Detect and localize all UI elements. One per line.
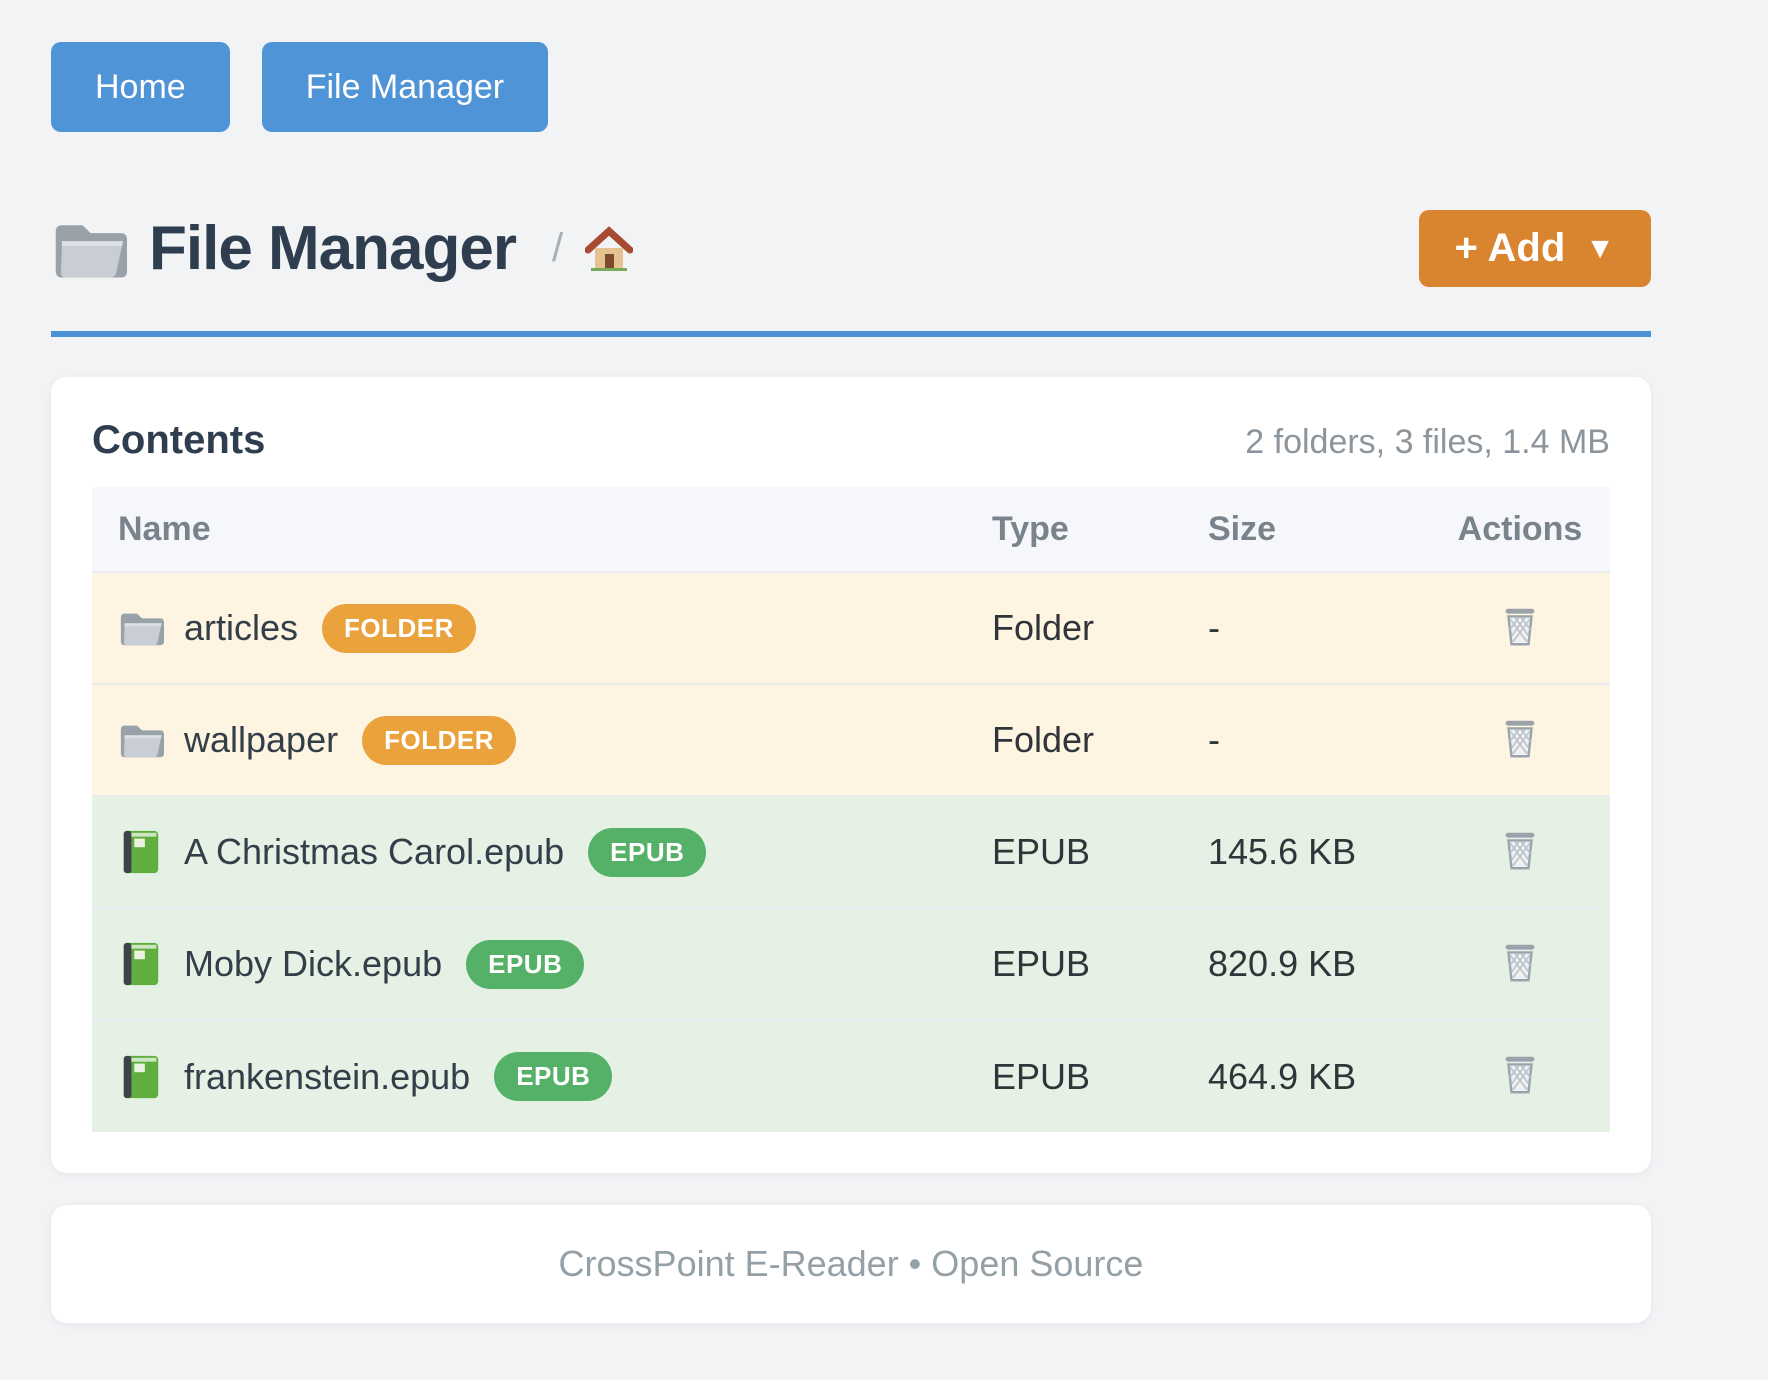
file-table: Name Type Size Actions articles FOLDER F…: [92, 487, 1610, 1132]
file-type: EPUB: [966, 795, 1182, 908]
page-header: File Manager / + Add ▼: [51, 210, 1651, 287]
file-size: 820.9 KB: [1182, 907, 1430, 1020]
folder-icon: [118, 605, 164, 651]
column-header-name: Name: [92, 487, 966, 572]
footer: CrossPoint E-Reader • Open Source: [51, 1205, 1651, 1323]
file-size: -: [1182, 571, 1430, 684]
file-type-badge: FOLDER: [362, 715, 516, 765]
column-header-type: Type: [966, 487, 1182, 572]
file-type-badge: EPUB: [588, 827, 707, 877]
file-type-badge: EPUB: [494, 1052, 613, 1101]
column-header-size: Size: [1182, 487, 1430, 572]
footer-text: CrossPoint E-Reader • Open Source: [558, 1243, 1144, 1284]
book-icon: [118, 941, 164, 987]
book-icon: [118, 829, 164, 875]
file-type-badge: EPUB: [466, 939, 585, 989]
file-type: EPUB: [966, 1019, 1182, 1132]
file-size: -: [1182, 683, 1430, 796]
file-type-badge: FOLDER: [322, 603, 476, 653]
file-type: EPUB: [966, 907, 1182, 1020]
page-title: File Manager: [149, 214, 517, 283]
chevron-down-icon: ▼: [1585, 231, 1615, 265]
table-row: A Christmas Carol.epub EPUB EPUB 145.6 K…: [92, 795, 1610, 908]
file-size: 464.9 KB: [1182, 1019, 1430, 1132]
file-name[interactable]: wallpaper: [184, 719, 339, 760]
delete-button[interactable]: [1491, 598, 1549, 656]
file-type: Folder: [966, 571, 1182, 684]
file-size: 145.6 KB: [1182, 795, 1430, 908]
trash-icon: [1497, 828, 1543, 874]
delete-button[interactable]: [1491, 710, 1549, 768]
table-row: Moby Dick.epub EPUB EPUB 820.9 KB: [92, 907, 1610, 1020]
delete-button[interactable]: [1491, 934, 1549, 992]
blue-divider: [51, 331, 1651, 337]
file-name[interactable]: articles: [184, 607, 299, 648]
home-button[interactable]: Home: [51, 42, 230, 132]
delete-button[interactable]: [1491, 1046, 1549, 1104]
contents-heading: Contents: [92, 418, 266, 462]
add-button-label: + Add: [1454, 226, 1566, 270]
trash-icon: [1497, 1052, 1543, 1098]
add-button[interactable]: + Add ▼: [1418, 210, 1651, 287]
file-name: frankenstein.epub: [184, 1055, 471, 1097]
top-nav: Home File Manager: [51, 42, 1651, 132]
table-row: frankenstein.epub EPUB EPUB 464.9 KB: [92, 1019, 1610, 1132]
trash-icon: [1497, 716, 1543, 762]
file-manager-button[interactable]: File Manager: [261, 42, 549, 132]
trash-icon: [1497, 940, 1543, 986]
delete-button[interactable]: [1491, 822, 1549, 880]
table-row: wallpaper FOLDER Folder -: [92, 683, 1610, 796]
column-header-actions: Actions: [1430, 487, 1610, 572]
table-header-row: Name Type Size Actions: [92, 487, 1610, 572]
file-type: Folder: [966, 683, 1182, 796]
contents-summary: 2 folders, 3 files, 1.4 MB: [1245, 423, 1610, 461]
contents-card: Contents 2 folders, 3 files, 1.4 MB Name…: [51, 377, 1651, 1173]
table-row: articles FOLDER Folder -: [92, 571, 1610, 684]
page: Home File Manager File Manager / + Add ▼…: [51, 0, 1651, 1323]
folder-icon: [118, 717, 164, 763]
file-name: A Christmas Carol.epub: [184, 831, 565, 872]
book-icon: [118, 1054, 164, 1100]
file-name: Moby Dick.epub: [184, 943, 443, 984]
home-breadcrumb-icon[interactable]: [585, 225, 633, 273]
breadcrumb-separator: /: [552, 226, 564, 270]
folder-icon: [51, 217, 127, 281]
trash-icon: [1497, 604, 1543, 650]
